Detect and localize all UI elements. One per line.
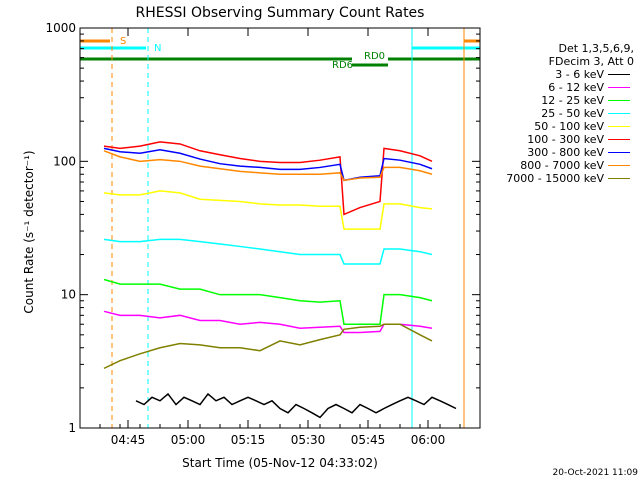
y-tick-label: 1	[68, 421, 76, 435]
legend-item: 12 - 25 keV	[470, 94, 634, 107]
legend-header-line-1: Det 1,3,5,6,9,	[558, 42, 634, 55]
legend-label: 800 - 7000 keV	[520, 159, 604, 172]
series-line-4	[103, 190, 433, 230]
y-tick-label: 1000	[45, 21, 76, 35]
legend-swatch	[608, 152, 630, 153]
legend-label: 7000 - 15000 keV	[506, 172, 604, 185]
timestamp: 20-Oct-2021 11:09	[552, 468, 638, 478]
legend-item: 100 - 300 keV	[470, 133, 634, 146]
legend-swatch	[608, 74, 630, 75]
legend-swatch	[608, 87, 630, 88]
x-tick-label: 05:30	[291, 433, 326, 447]
y-tick-label: 10	[61, 288, 76, 302]
chart-title: RHESSI Observing Summary Count Rates	[136, 5, 425, 21]
legend-label: 300 - 800 keV	[527, 146, 604, 159]
legend-item: 50 - 100 keV	[470, 120, 634, 133]
legend-label: 100 - 300 keV	[527, 133, 604, 146]
x-tick-label: 05:15	[231, 433, 266, 447]
legend-swatch	[608, 165, 630, 166]
legend-label: 25 - 50 keV	[541, 107, 604, 120]
vertical-markers	[111, 28, 481, 428]
y-axis-label: Count Rate (s⁻¹ detector⁻¹)	[22, 150, 36, 313]
x-tick-label: 04:45	[111, 433, 146, 447]
x-tick-label: 05:00	[171, 433, 206, 447]
legend-swatch	[608, 113, 630, 114]
legend-swatch	[608, 178, 630, 179]
series-line-2	[103, 278, 433, 325]
series-line-0	[135, 392, 457, 419]
legend-label: 6 - 12 keV	[548, 81, 604, 94]
series-line-5	[103, 141, 433, 216]
legend-swatch	[608, 126, 630, 127]
legend-item: 7000 - 15000 keV	[470, 172, 634, 185]
legend-item: 800 - 7000 keV	[470, 159, 634, 172]
legend-swatch	[608, 100, 630, 101]
annotation-s: S	[120, 36, 126, 47]
legend-swatch	[608, 139, 630, 140]
plot-frame	[79, 27, 481, 429]
legend-label: 3 - 6 keV	[555, 68, 604, 81]
series-line-3	[103, 238, 433, 265]
band-indicators: S N RD0 RD6	[80, 36, 480, 71]
annotation-rd6: RD6	[332, 60, 353, 71]
series-group	[103, 141, 457, 419]
x-axis-label: Start Time (05-Nov-12 04:33:02)	[182, 456, 378, 470]
legend-item: 25 - 50 keV	[470, 107, 634, 120]
legend: Det 1,3,5,6,9, FDecim 3, Att 0 3 - 6 keV…	[470, 42, 634, 185]
x-tick-label: 05:45	[351, 433, 386, 447]
legend-label: 50 - 100 keV	[534, 120, 604, 133]
x-tick-label: 06:00	[411, 433, 446, 447]
legend-item: 300 - 800 keV	[470, 146, 634, 159]
legend-item: 3 - 6 keV	[470, 68, 634, 81]
axis-ticks: 04:45 05:00 05:15 05:30 05:45 06:00 1 10 100 1000	[45, 21, 481, 447]
legend-label: 12 - 25 keV	[541, 94, 604, 107]
legend-header-line-2: FDecim 3, Att 0	[548, 55, 634, 68]
legend-item: 6 - 12 keV	[470, 81, 634, 94]
annotation-n: N	[154, 43, 161, 54]
y-tick-label: 100	[53, 154, 76, 168]
annotation-rd0: RD0	[364, 51, 385, 62]
series-line-8	[103, 323, 433, 370]
series-line-1	[103, 310, 433, 334]
series-line-7	[103, 150, 433, 182]
series-line-6	[103, 147, 433, 182]
